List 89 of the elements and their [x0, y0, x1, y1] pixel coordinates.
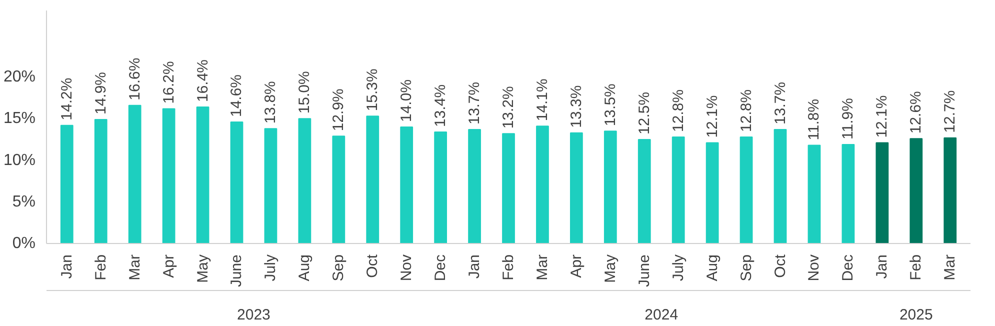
bar	[94, 119, 108, 244]
x-tick-label: May	[602, 254, 619, 283]
x-tick-label: Aug	[704, 254, 721, 282]
data-label: 14.1%	[534, 78, 551, 122]
data-label: 13.7%	[772, 82, 789, 124]
x-tick-label: Nov	[398, 254, 416, 282]
data-label: 16.2%	[160, 61, 178, 104]
bar	[332, 136, 346, 244]
bar	[502, 133, 515, 244]
data-label: 12.8%	[670, 89, 687, 132]
x-tick-label: Feb	[92, 254, 110, 280]
bar	[230, 122, 244, 244]
x-tick-label: Sep	[330, 254, 348, 282]
data-label: 12.1%	[704, 95, 721, 138]
data-label: 12.8%	[738, 89, 755, 132]
bar	[876, 142, 889, 244]
data-label: 14.2%	[58, 78, 76, 120]
bar	[536, 126, 549, 244]
data-label: 12.7%	[942, 90, 959, 133]
x-tick-label: Sep	[738, 254, 755, 282]
data-label: 12.9%	[330, 88, 348, 132]
y-tick-label: 15%	[3, 110, 36, 128]
data-label: 16.6%	[126, 58, 144, 100]
x-tick-label: July	[262, 254, 280, 282]
bar	[60, 124, 74, 244]
bar	[604, 130, 617, 244]
data-label: 13.3%	[568, 85, 585, 128]
data-label: 11.8%	[806, 98, 823, 140]
bar	[196, 106, 210, 244]
bar	[570, 132, 583, 244]
bar	[944, 137, 957, 244]
data-label: 13.5%	[602, 84, 619, 126]
data-label: 13.8%	[262, 81, 280, 124]
bar	[468, 128, 481, 244]
x-tick-label: July	[670, 254, 687, 282]
bar	[672, 136, 685, 244]
data-label: 14.0%	[398, 79, 416, 122]
bar	[264, 128, 278, 244]
x-tick-label: Jan	[466, 254, 484, 279]
bar	[162, 108, 176, 244]
text: 2023	[237, 306, 270, 324]
bar	[740, 136, 753, 244]
data-label: 16.4%	[194, 59, 212, 102]
data-label: 15.0%	[296, 71, 314, 114]
data-label: 14.9%	[92, 72, 110, 115]
data-label: 13.7%	[466, 82, 484, 124]
x-tick-label: Dec	[840, 254, 857, 282]
x-tick-label: Feb	[908, 254, 925, 280]
x-tick-label: Nov	[806, 254, 823, 282]
x-tick-label: Mar	[126, 254, 144, 280]
x-tick-label: Mar	[942, 254, 959, 280]
x-tick-label: May	[194, 254, 212, 283]
bar	[706, 142, 719, 244]
bar	[366, 116, 380, 244]
y-tick-label: 5%	[12, 193, 36, 210]
text: 2025	[899, 306, 933, 324]
x-tick-label: June	[636, 254, 653, 288]
text: 2024	[644, 306, 678, 324]
bar	[774, 128, 787, 244]
bar	[638, 138, 651, 244]
data-label: 12.6%	[908, 91, 925, 134]
bar	[808, 144, 821, 244]
y-tick-label: 20%	[3, 68, 36, 86]
x-tick-label: June	[228, 254, 246, 288]
x-tick-label: Oct	[772, 254, 789, 278]
y-tick-label: 0%	[12, 235, 36, 252]
bar	[842, 144, 855, 244]
bar	[910, 138, 923, 244]
bar	[434, 131, 448, 244]
data-label: 15.3%	[364, 68, 382, 112]
x-tick-label: Jan	[874, 254, 891, 279]
bar	[298, 118, 312, 244]
data-label: 13.2%	[500, 86, 517, 129]
x-tick-label: Apr	[160, 254, 178, 278]
data-label: 11.9%	[840, 98, 857, 140]
x-tick-label: Apr	[568, 254, 585, 278]
x-tick-label: Jan	[58, 254, 76, 279]
bar	[400, 126, 414, 244]
x-tick-label: Aug	[296, 254, 314, 282]
bar	[128, 104, 142, 244]
data-label: 12.1%	[874, 95, 891, 138]
data-label: 14.6%	[228, 74, 246, 118]
x-tick-label: Oct	[364, 254, 382, 278]
x-tick-label: Dec	[432, 254, 450, 282]
x-tick-label: Feb	[500, 254, 517, 280]
y-tick-label: 10%	[3, 152, 36, 169]
data-label: 13.4%	[432, 84, 450, 127]
data-label: 12.5%	[636, 92, 653, 134]
x-tick-label: Mar	[534, 254, 551, 280]
